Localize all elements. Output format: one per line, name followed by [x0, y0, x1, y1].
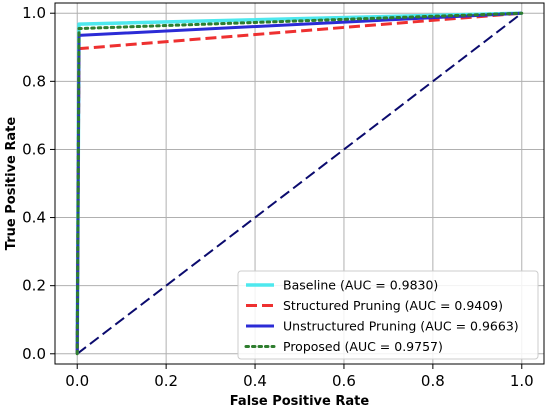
x-tick-label: 0.2: [154, 372, 178, 390]
x-tick-label: 0.4: [243, 372, 267, 390]
legend-label-2: Unstructured Pruning (AUC = 0.9663): [283, 319, 519, 334]
x-tick-label: 0.0: [65, 372, 89, 390]
y-axis-title: True Positive Rate: [4, 117, 19, 251]
legend: Baseline (AUC = 0.9830) Structured Prunin…: [237, 270, 539, 360]
legend-label-3: Proposed (AUC = 0.9757): [283, 339, 443, 354]
series-line-3: [75, 11, 524, 356]
y-tick-label: 0.6: [22, 140, 46, 158]
y-tick-label: 0.4: [22, 209, 46, 227]
axis-ticks: 0.0 0.2 0.4 0.6 0.8 1.0 0.0 0.2 0.4 0.6 0.8 1.0: [22, 4, 534, 390]
x-tick-label: 1.0: [510, 372, 534, 390]
legend-box: [237, 270, 539, 360]
chance-diagonal-line: [76, 12, 523, 355]
y-tick-label: 0.0: [22, 345, 46, 363]
y-tick-label: 1.0: [22, 4, 46, 22]
legend-label-0: Baseline (AUC = 0.9830): [283, 278, 438, 293]
series-lines: [75, 11, 524, 356]
x-tick-label: 0.6: [332, 372, 356, 390]
plot-frame: [54, 2, 545, 365]
grid: [55, 3, 544, 364]
legend-label-1: Structured Pruning (AUC = 0.9409): [283, 298, 503, 313]
y-tick-label: 0.2: [22, 277, 46, 295]
y-tick-label: 0.8: [22, 72, 46, 90]
x-axis-title: False Positive Rate: [230, 394, 370, 409]
x-tick-label: 0.8: [421, 372, 445, 390]
